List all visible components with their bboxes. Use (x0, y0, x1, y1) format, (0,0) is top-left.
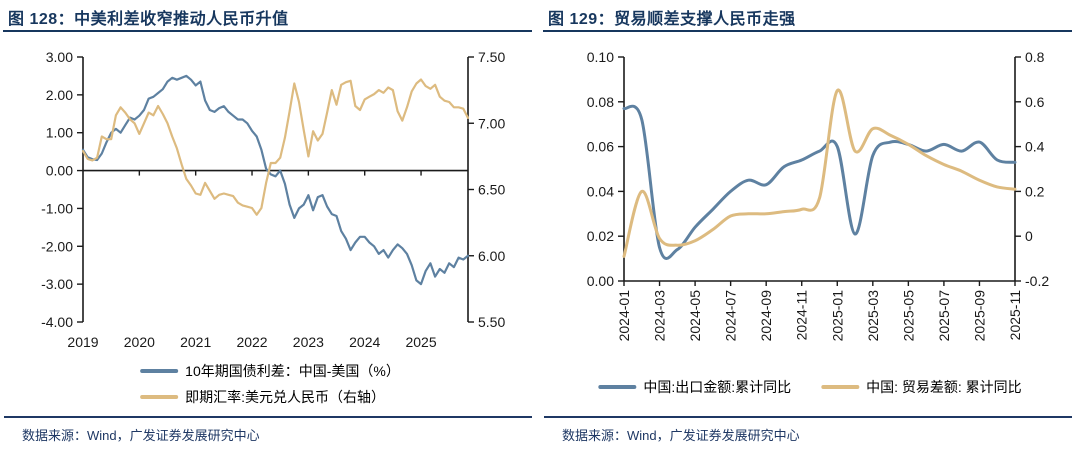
legend-label: 10年期国债利差：中国-美国（%） (185, 363, 400, 379)
legend-item: 中国: 贸易差额: 累计同比 (821, 377, 1022, 397)
right-axis-tick-label: 0.2 (1025, 183, 1045, 199)
x-axis-tick-label: 2021 (180, 334, 211, 350)
right-axis-tick-label: 6.50 (478, 182, 505, 198)
left-axis-tick-label: 1.00 (46, 125, 73, 141)
x-axis-tick-label: 2020 (124, 334, 155, 350)
x-axis-tick-label: 2025-01 (829, 290, 845, 342)
x-axis-tick-label: 2024-03 (652, 290, 668, 342)
series-line-1 (81, 78, 470, 216)
figure-128-title: 图 128：中美利差收窄推动人民币升值 (8, 11, 289, 28)
left-axis-tick-label: -1.00 (41, 200, 73, 216)
x-axis-tick-label: 2025 (405, 334, 436, 350)
legend-line-swatch (598, 385, 637, 389)
legend-label: 中国: 贸易差额: 累计同比 (866, 379, 1022, 395)
x-axis-tick-label: 2024-01 (616, 290, 632, 342)
left-axis-tick-label: 0.08 (587, 94, 614, 110)
right-axis-tick-label: 0 (1025, 228, 1033, 244)
right-axis-tick-label: 7.50 (478, 49, 505, 65)
left-axis-tick-label: 0.10 (587, 49, 614, 65)
figure-129-source-note: 数据来源：Wind，广发证券发展研究中心 (562, 428, 800, 443)
x-axis-tick-label: 2019 (67, 334, 98, 350)
figure-129-title: 图 129：贸易顺差支撑人民币走强 (548, 11, 796, 28)
x-axis-tick-label: 2024-11 (794, 290, 810, 341)
series-line-1 (622, 88, 1017, 258)
x-axis-tick-label: 2025-09 (971, 290, 987, 342)
figure-129-bottom-rule (544, 416, 1072, 418)
x-axis-tick-label: 2025-11 (1007, 290, 1023, 341)
legend-line-swatch (821, 385, 860, 389)
x-axis-tick-label: 2024-07 (723, 290, 739, 342)
figure-129-chart: 0.10 0.08 0.06 0.04 0.02 0.00 0.8 0.6 0.4 0.2 0 -0.… (587, 49, 1050, 342)
left-axis-tick-label: 0.06 (587, 139, 614, 155)
legend-label: 即期汇率:美元兑人民币（右轴） (185, 389, 386, 405)
left-axis-tick-label: 3.00 (46, 49, 73, 65)
right-axis-tick-label: 6.00 (478, 248, 505, 264)
legend-line-swatch (140, 369, 179, 373)
x-axis-tick-label: 2025-03 (865, 290, 881, 342)
figure-128-title-rule (3, 30, 532, 32)
series-line-0 (81, 74, 470, 286)
x-axis-tick-label: 2023 (293, 334, 324, 350)
figure-129-panel: 图 129：贸易顺差支撑人民币走强 0.10 0.08 0.06 0.04 0.02 0.… (540, 0, 1080, 449)
right-axis-tick-label: -0.2 (1025, 273, 1049, 289)
right-axis-tick-label: 0.6 (1025, 94, 1045, 110)
series-line-0 (622, 104, 1017, 261)
left-axis-tick-label: 0.00 (46, 163, 73, 179)
left-axis-tick-label: 2.00 (46, 87, 73, 103)
figure-129-title-rule (543, 30, 1072, 32)
right-axis-tick-label: 0.8 (1025, 49, 1045, 65)
x-axis-tick-label: 2022 (236, 334, 267, 350)
legend-label: 中国:出口金额:累计同比 (643, 379, 792, 395)
legend-item: 中国:出口金额:累计同比 (598, 377, 791, 397)
x-axis-tick-label: 2024-05 (687, 290, 703, 342)
x-axis-tick-label: 2025-05 (900, 290, 916, 342)
left-axis-tick-label: 0.00 (587, 273, 614, 289)
legend-item: 即期汇率:美元兑人民币（右轴） (140, 387, 385, 407)
right-axis-tick-label: 0.4 (1025, 139, 1045, 155)
figure-129-legend: 中国:出口金额:累计同比 中国: 贸易差额: 累计同比 (598, 377, 1022, 397)
figure-128-panel: 图 128：中美利差收窄推动人民币升值 3.00 2.00 1.00 0.00 -1.0… (3, 11, 532, 443)
figure-128-bottom-rule (4, 416, 532, 418)
x-axis-tick-label: 2024-09 (758, 290, 774, 342)
right-axis-tick-label: 7.00 (478, 115, 505, 131)
left-axis-tick-label: 0.02 (587, 228, 614, 244)
legend-line-swatch (140, 395, 179, 399)
figure-128-chart: 3.00 2.00 1.00 0.00 -1.00 -2.00 -3.00 -4.00 7.50… (41, 49, 505, 350)
legend-item: 10年期国债利差：中国-美国（%） (140, 361, 400, 381)
x-axis-tick-label: 2025-07 (936, 290, 952, 342)
x-axis-tick-label: 2024 (349, 334, 380, 350)
right-axis-tick-label: 5.50 (478, 314, 505, 330)
figure-128-source-note: 数据来源：Wind，广发证券发展研究中心 (22, 428, 260, 443)
left-axis-tick-label: -2.00 (41, 238, 73, 254)
left-axis-tick-label: -3.00 (41, 276, 73, 292)
left-axis-tick-label: 0.04 (587, 183, 614, 199)
figure-128-legend: 10年期国债利差：中国-美国（%） 即期汇率:美元兑人民币（右轴） (140, 361, 400, 407)
left-axis-tick-label: -4.00 (41, 314, 73, 330)
